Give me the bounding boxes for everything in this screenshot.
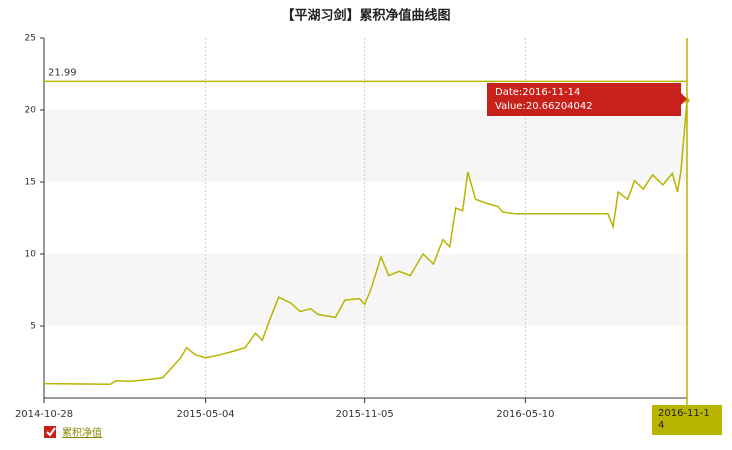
y-tick-label: 10 bbox=[25, 250, 37, 260]
grid-band bbox=[44, 110, 687, 182]
y-tick-label: 15 bbox=[25, 178, 36, 188]
legend-check bbox=[46, 427, 56, 437]
reference-label: 21.99 bbox=[48, 67, 77, 78]
x-tick-label: 2015-11-05 bbox=[336, 409, 394, 420]
line bbox=[43, 100, 688, 386]
x-tick-label: 2015-05-04 bbox=[177, 409, 235, 420]
legend-label: 累积净值 bbox=[62, 426, 102, 439]
tooltip-text: Value:20.66204042 bbox=[495, 101, 593, 112]
tooltip-box bbox=[487, 83, 681, 116]
chart-title: 【平湖习剑】累积净值曲线图 bbox=[281, 8, 450, 24]
crosshair-label: 2016-11-14 bbox=[652, 405, 722, 435]
x-tick-label: 2016-05-10 bbox=[496, 409, 554, 420]
y-tick-label: 5 bbox=[30, 322, 36, 332]
tooltip-arrow bbox=[681, 93, 687, 105]
legend-swatch bbox=[44, 426, 56, 438]
tooltip-text: Date:2016-11-14 bbox=[495, 87, 580, 98]
x-tick-label: 2014-10-28 bbox=[15, 409, 73, 420]
y-tick-label: 20 bbox=[25, 106, 37, 116]
grid-band bbox=[44, 254, 687, 326]
y-tick-label: 25 bbox=[25, 34, 36, 44]
